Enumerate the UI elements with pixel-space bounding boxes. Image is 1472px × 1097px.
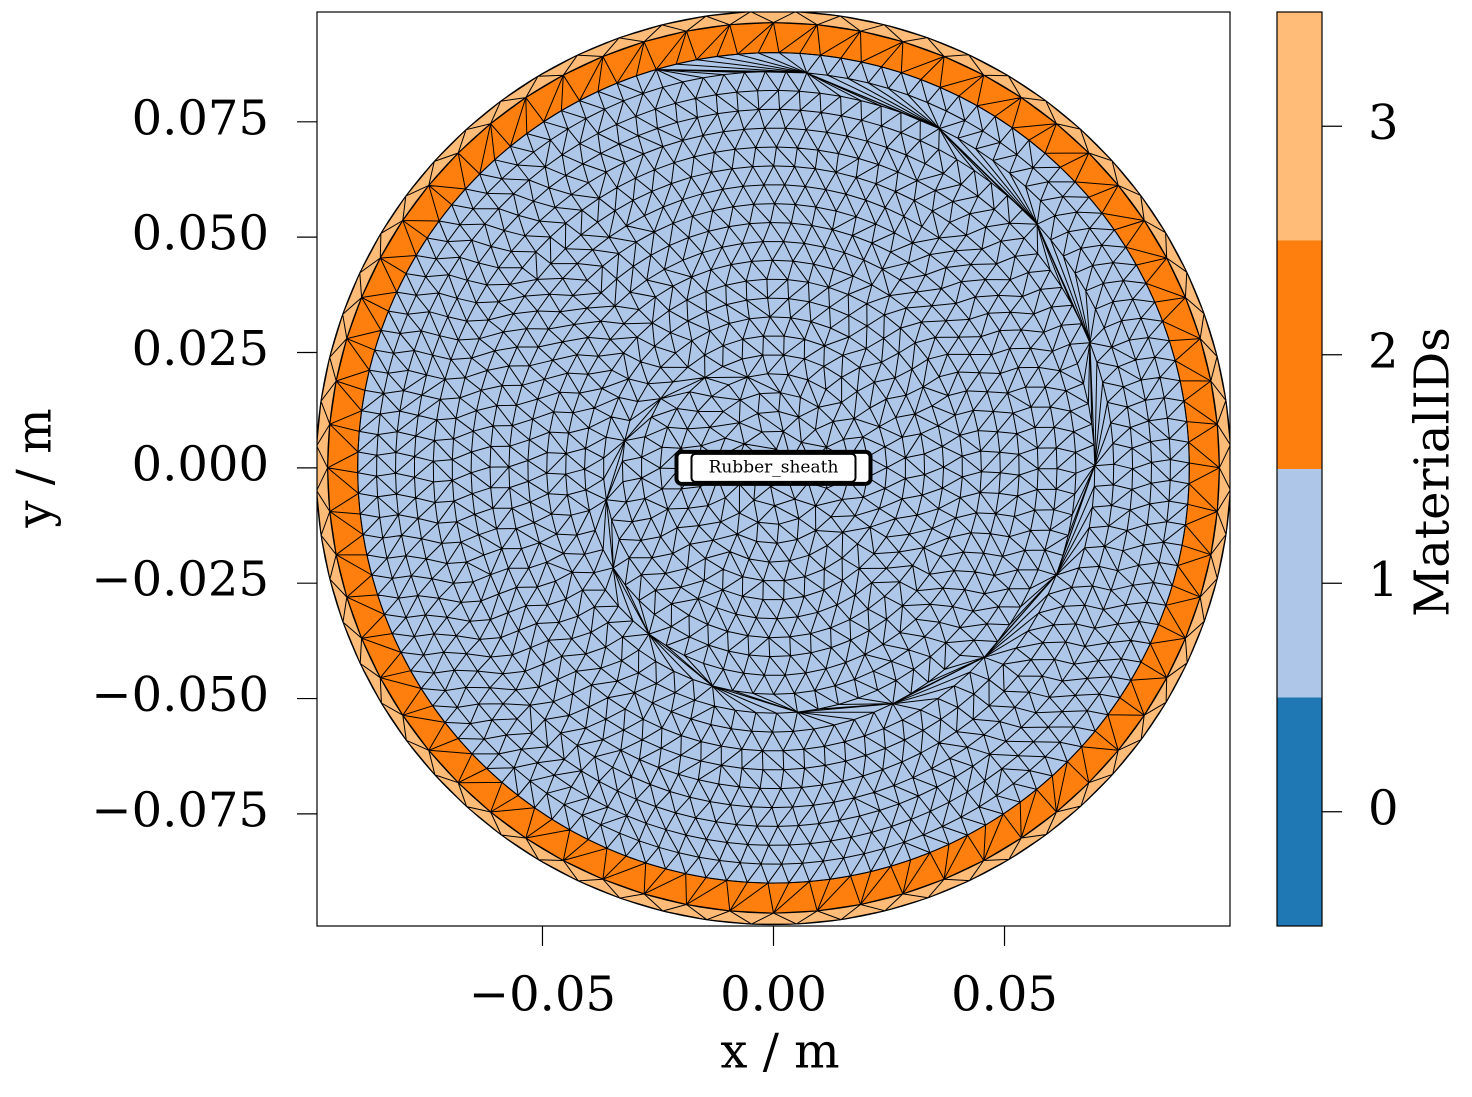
y-tick-label: −0.050: [91, 667, 269, 723]
colorbar-swatch: [1277, 697, 1322, 926]
y-tick-label: 0.025: [132, 321, 269, 377]
y-tick-label: 0.050: [132, 206, 269, 262]
colorbar-tick-label: 0: [1368, 780, 1399, 836]
x-tick-label: −0.05: [469, 967, 616, 1023]
y-axis-label: y / m: [7, 408, 63, 528]
colorbar-swatch: [1277, 240, 1322, 469]
y-tick-label: −0.025: [91, 552, 269, 608]
colorbar-tick-label: 1: [1368, 552, 1399, 608]
annotation-text: Rubber_sheath: [709, 457, 839, 477]
x-axis-label: x / m: [720, 1024, 839, 1080]
y-tick-label: −0.075: [91, 782, 269, 838]
colorbar-frame: [1276, 11, 1323, 927]
annotation: Rubber_sheath: [674, 449, 873, 486]
colorbar-swatch: [1277, 12, 1322, 241]
colorbar-swatch: [1277, 469, 1322, 698]
x-tick-label: 0.05: [951, 967, 1058, 1023]
colorbar-tick-label: 2: [1368, 323, 1399, 379]
colorbar-label: MaterialIDs: [1405, 327, 1461, 617]
y-tick-label: 0.075: [132, 90, 269, 146]
colorbar-tick-label: 3: [1368, 95, 1399, 151]
annotation-box: [690, 452, 857, 483]
x-tick-label: 0.00: [720, 967, 827, 1023]
y-tick-label: 0.000: [132, 436, 269, 492]
